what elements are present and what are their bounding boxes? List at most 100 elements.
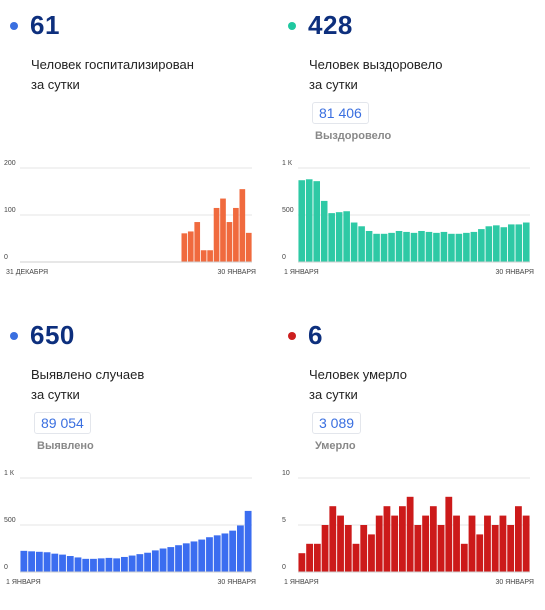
x-tick-label-start: 1 ЯНВАРЯ [284,579,319,586]
bar [388,232,395,262]
cases-card: 650 Выявлено случаев за сутки 89 054 Выя… [0,310,262,610]
bar [97,558,105,572]
bar [375,515,383,572]
bar [74,557,82,572]
y-tick-label: 0 [282,564,286,571]
bar [522,222,530,262]
description-line: за сутки [309,77,358,92]
bar [298,180,306,262]
daily-value: 61 [30,10,60,40]
daily-value: 428 [308,10,353,40]
bar [445,496,453,572]
x-tick-label-end: 30 ЯНВАРЯ [495,579,534,586]
bar [499,515,507,572]
bar [514,506,522,572]
bar [66,556,74,572]
bar [187,231,194,262]
daily-value: 6 [308,320,323,350]
bar [368,534,375,572]
bar [335,212,343,262]
daily-value: 650 [30,320,75,350]
total-count: 3 089 [312,412,362,434]
bar [463,232,470,262]
bar [35,551,43,572]
bar [200,250,207,262]
bar [448,233,455,262]
bar [403,231,410,262]
bullet-dot-icon [288,21,296,30]
x-tick-label-end: 30 ЯНВАРЯ [495,269,534,276]
y-tick-label: 0 [282,254,286,261]
bar [213,535,221,572]
bar [429,506,437,572]
total-label: Умерло [315,440,356,452]
bar [507,525,515,572]
bar [151,550,159,572]
bar [167,547,175,572]
y-tick-label: 1 К [4,470,15,477]
bar [245,232,252,262]
y-tick-label: 5 [282,517,286,524]
bar [522,515,530,572]
bar [328,213,335,262]
bar [20,550,28,572]
bar [391,515,399,572]
y-tick-label: 100 [4,207,16,214]
bar [305,179,313,262]
description-line: Выявлено случаев [31,367,145,382]
bar [380,233,388,262]
total-label: Выздоровело [315,130,392,142]
daily-description: Человек выздоровело за сутки [309,55,529,95]
bar [82,558,90,572]
bar [437,525,445,572]
x-tick-label-start: 31 ДЕКАБРЯ [6,269,48,276]
bar [105,557,113,572]
bar [226,222,233,262]
bar [198,539,206,572]
bar [468,515,476,572]
bar [182,543,190,572]
bar [221,533,229,572]
bar [113,558,121,572]
description-line: за сутки [31,77,80,92]
bar [484,515,491,572]
bar [515,224,523,262]
description-line: Человек умерло [309,367,407,382]
bar [453,515,460,572]
description-line: Человек госпитализирован [31,57,194,72]
recovered-card: 428 Человек выздоровело за сутки 81 406 … [278,0,540,300]
bar [365,230,373,262]
bar [239,189,246,262]
bar [244,510,252,572]
bar [337,515,344,572]
bar [213,207,220,262]
bar [352,543,360,572]
bar [206,537,213,572]
bar [120,556,128,572]
total-label: Выявлено [37,440,94,452]
bar [59,554,66,572]
bar [422,515,430,572]
bar [144,552,152,572]
bar [425,231,433,262]
daily-bar-chart: 0 100 200 31 ДЕКАБРЯ 30 ЯНВАРЯ [4,160,256,276]
total-count: 81 406 [312,102,369,124]
bar [507,224,515,262]
bar [491,525,499,572]
y-tick-label: 10 [282,470,290,477]
bar [478,229,485,262]
x-tick-label-end: 30 ЯНВАРЯ [217,579,256,586]
bar [321,525,329,572]
bar [383,506,391,572]
bar [476,534,484,572]
x-tick-label-start: 1 ЯНВАРЯ [6,579,41,586]
bar [410,232,418,262]
bar [360,525,368,572]
bar [373,233,380,262]
bar [136,554,144,572]
bar [233,207,239,262]
bar [181,233,188,262]
bar [90,558,97,572]
bar [51,553,59,572]
daily-bar-chart: 0 500 1 К 1 ЯНВАРЯ 30 ЯНВАРЯ [4,470,256,586]
